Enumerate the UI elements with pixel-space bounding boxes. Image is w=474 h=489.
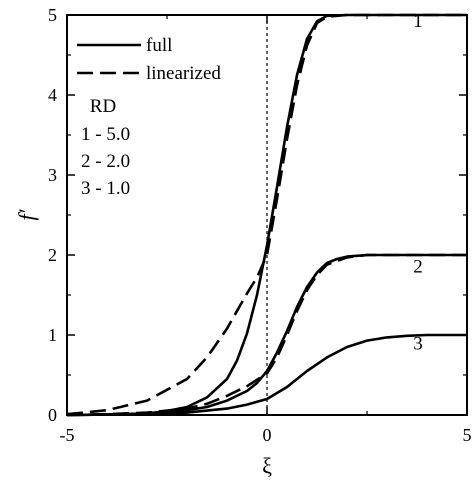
y-axis-title: f′ <box>14 208 39 220</box>
plot-area <box>66 13 468 417</box>
rd-entry: 1 - 5.0 <box>81 124 130 145</box>
series-curve-5 <box>66 333 467 417</box>
y-tick-label: 3 <box>48 165 57 185</box>
legend-label: linearized <box>146 63 221 84</box>
x-axis-title: ξ <box>262 453 272 478</box>
y-tick-label: 1 <box>48 325 57 345</box>
y-tick-label: 5 <box>48 5 57 25</box>
y-tick-label: 0 <box>48 405 57 425</box>
series-curve-4 <box>66 253 467 417</box>
rd-entry: 2 - 2.0 <box>81 151 130 172</box>
curve-label-3: 3 <box>413 333 423 354</box>
curve-label-2: 2 <box>413 257 423 278</box>
series-curve-2 <box>66 13 467 416</box>
x-tick-label: 0 <box>263 425 272 445</box>
y-tick-label: 4 <box>48 85 57 105</box>
x-tick-label: 5 <box>463 425 472 445</box>
curve-label-1: 1 <box>413 11 423 32</box>
rd-header: RD <box>90 96 116 117</box>
rd-entry: 3 - 1.0 <box>81 178 130 199</box>
x-tick-label: -5 <box>60 425 75 445</box>
y-tick-label: 2 <box>48 245 57 265</box>
legend-label: full <box>146 35 172 56</box>
